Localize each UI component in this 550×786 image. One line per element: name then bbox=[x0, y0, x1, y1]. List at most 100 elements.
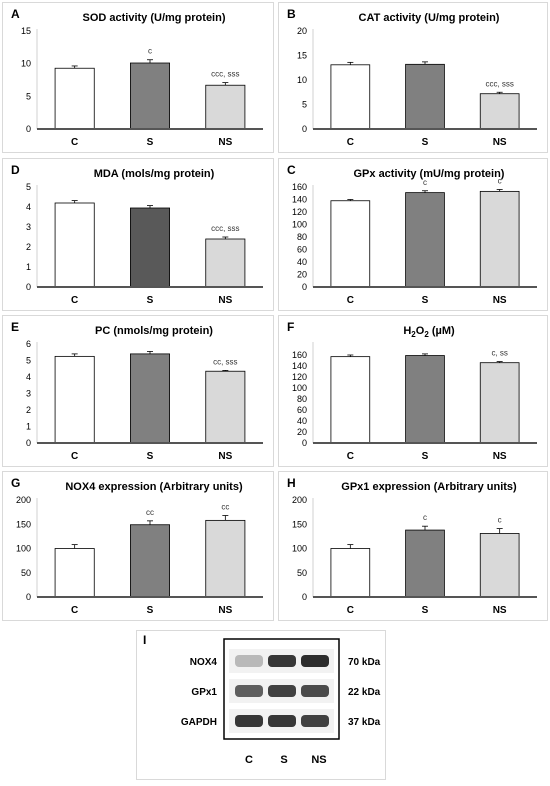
y-tick-label: 60 bbox=[297, 405, 307, 415]
blot-band bbox=[235, 655, 263, 667]
significance-label: c bbox=[498, 516, 502, 525]
y-tick-label: 5 bbox=[26, 91, 31, 101]
chart-E: PC (nmols/mg protein) 0 1 2 3 4 5 6 C Scc, sss NS bbox=[26, 325, 263, 462]
bar-S bbox=[130, 524, 170, 598]
panel-G: G NOX4 expression (Arbitrary units) 0 50 10… bbox=[2, 471, 274, 621]
y-tick-label: 40 bbox=[297, 257, 307, 267]
blot-band bbox=[235, 685, 263, 697]
western-blot-panel: I NOX4 70 kDa GPx1 22 kDa GAPDH 37 kDa C S NS bbox=[136, 630, 386, 780]
bar-C bbox=[54, 67, 95, 130]
x-tick-label: NS bbox=[218, 137, 232, 148]
panel-label-H: H bbox=[287, 476, 296, 490]
bar-S bbox=[405, 529, 445, 598]
chart-C: GPx activity (mU/mg protein) 0 20 40 60 80 100… bbox=[292, 168, 537, 306]
y-tick-label: 15 bbox=[297, 51, 307, 61]
y-tick-label: 120 bbox=[292, 207, 307, 217]
y-tick-label: 20 bbox=[297, 427, 307, 437]
y-tick-label: 150 bbox=[292, 519, 307, 529]
x-tick-label: S bbox=[422, 605, 429, 616]
y-tick-label: 20 bbox=[297, 270, 307, 280]
significance-label: c, ss bbox=[491, 349, 507, 358]
y-tick-label: 5 bbox=[26, 182, 31, 192]
chart-title: GPx activity (mU/mg protein) bbox=[354, 168, 505, 180]
significance-label: ccc, sss bbox=[211, 224, 239, 233]
kda-label: 70 kDa bbox=[348, 657, 381, 668]
panel-label-C: C bbox=[287, 163, 296, 177]
chart-A: SOD activity (U/mg protein) 0 5 10 15 Cc Sccc,… bbox=[21, 12, 263, 148]
panel-label-F: F bbox=[287, 320, 295, 334]
y-tick-label: 0 bbox=[26, 124, 31, 134]
bar-C bbox=[330, 200, 371, 288]
chart-title: H2O2 (µM) bbox=[403, 325, 455, 339]
y-tick-label: 0 bbox=[302, 592, 307, 602]
bar-NS bbox=[479, 93, 520, 130]
x-tick-label: NS bbox=[493, 451, 507, 462]
y-tick-label: 100 bbox=[16, 544, 31, 554]
bar-S bbox=[130, 207, 170, 288]
blot-band bbox=[301, 715, 329, 727]
bar-NS bbox=[205, 238, 246, 288]
x-tick-label: S bbox=[147, 295, 154, 306]
kda-label: 22 kDa bbox=[348, 687, 381, 698]
x-tick-label: C bbox=[71, 451, 78, 462]
bar-NS bbox=[479, 362, 520, 444]
lane-label: NS bbox=[311, 754, 326, 766]
y-tick-label: 2 bbox=[26, 242, 31, 252]
y-tick-label: 60 bbox=[297, 245, 307, 255]
y-tick-label: 120 bbox=[292, 372, 307, 382]
y-tick-label: 3 bbox=[26, 222, 31, 232]
significance-label: cc, sss bbox=[213, 357, 237, 366]
blot-band bbox=[301, 655, 329, 667]
y-tick-label: 10 bbox=[21, 59, 31, 69]
significance-label: c bbox=[423, 513, 427, 522]
x-tick-label: C bbox=[71, 605, 78, 616]
panel-label-D: D bbox=[11, 163, 20, 177]
panel-label-E: E bbox=[11, 320, 20, 334]
y-tick-label: 0 bbox=[26, 438, 31, 448]
bar-C bbox=[54, 548, 95, 598]
blot-band bbox=[268, 715, 296, 727]
y-tick-label: 0 bbox=[26, 592, 31, 602]
y-tick-label: 4 bbox=[26, 202, 31, 212]
chart-title: SOD activity (U/mg protein) bbox=[82, 12, 225, 24]
y-tick-label: 80 bbox=[297, 232, 307, 242]
blot-band bbox=[235, 715, 263, 727]
significance-label: cc bbox=[146, 508, 154, 517]
chart-G: NOX4 expression (Arbitrary units) 0 50 100 1… bbox=[16, 481, 263, 616]
x-tick-label: C bbox=[71, 137, 78, 148]
y-tick-label: 0 bbox=[302, 124, 307, 134]
y-tick-label: 40 bbox=[297, 416, 307, 426]
bar-S bbox=[130, 62, 170, 130]
significance-label: c bbox=[498, 177, 502, 186]
y-tick-label: 200 bbox=[16, 495, 31, 505]
panel-label-I: I bbox=[143, 633, 147, 647]
bar-S bbox=[405, 63, 445, 130]
chart-title: GPx1 expression (Arbitrary units) bbox=[341, 481, 517, 493]
y-tick-label: 140 bbox=[292, 361, 307, 371]
y-tick-label: 10 bbox=[297, 75, 307, 85]
y-tick-label: 0 bbox=[302, 438, 307, 448]
blot-band bbox=[301, 685, 329, 697]
y-tick-label: 80 bbox=[297, 394, 307, 404]
x-tick-label: S bbox=[422, 137, 429, 148]
y-tick-label: 160 bbox=[292, 182, 307, 192]
blot-band bbox=[268, 685, 296, 697]
y-tick-label: 20 bbox=[297, 26, 307, 36]
y-tick-label: 140 bbox=[292, 195, 307, 205]
significance-label: ccc, sss bbox=[211, 70, 239, 79]
bar-NS bbox=[479, 533, 520, 598]
x-tick-label: S bbox=[422, 295, 429, 306]
y-tick-label: 1 bbox=[26, 422, 31, 432]
protein-label: GAPDH bbox=[181, 717, 217, 728]
x-tick-label: S bbox=[147, 451, 154, 462]
panel-C: C GPx activity (mU/mg protein) 0 20 40 60 80 1… bbox=[278, 158, 548, 311]
panel-label-B: B bbox=[287, 7, 296, 21]
significance-label: cc bbox=[221, 503, 229, 512]
lane-label: C bbox=[245, 754, 253, 766]
y-tick-label: 5 bbox=[302, 100, 307, 110]
x-tick-label: NS bbox=[493, 137, 507, 148]
